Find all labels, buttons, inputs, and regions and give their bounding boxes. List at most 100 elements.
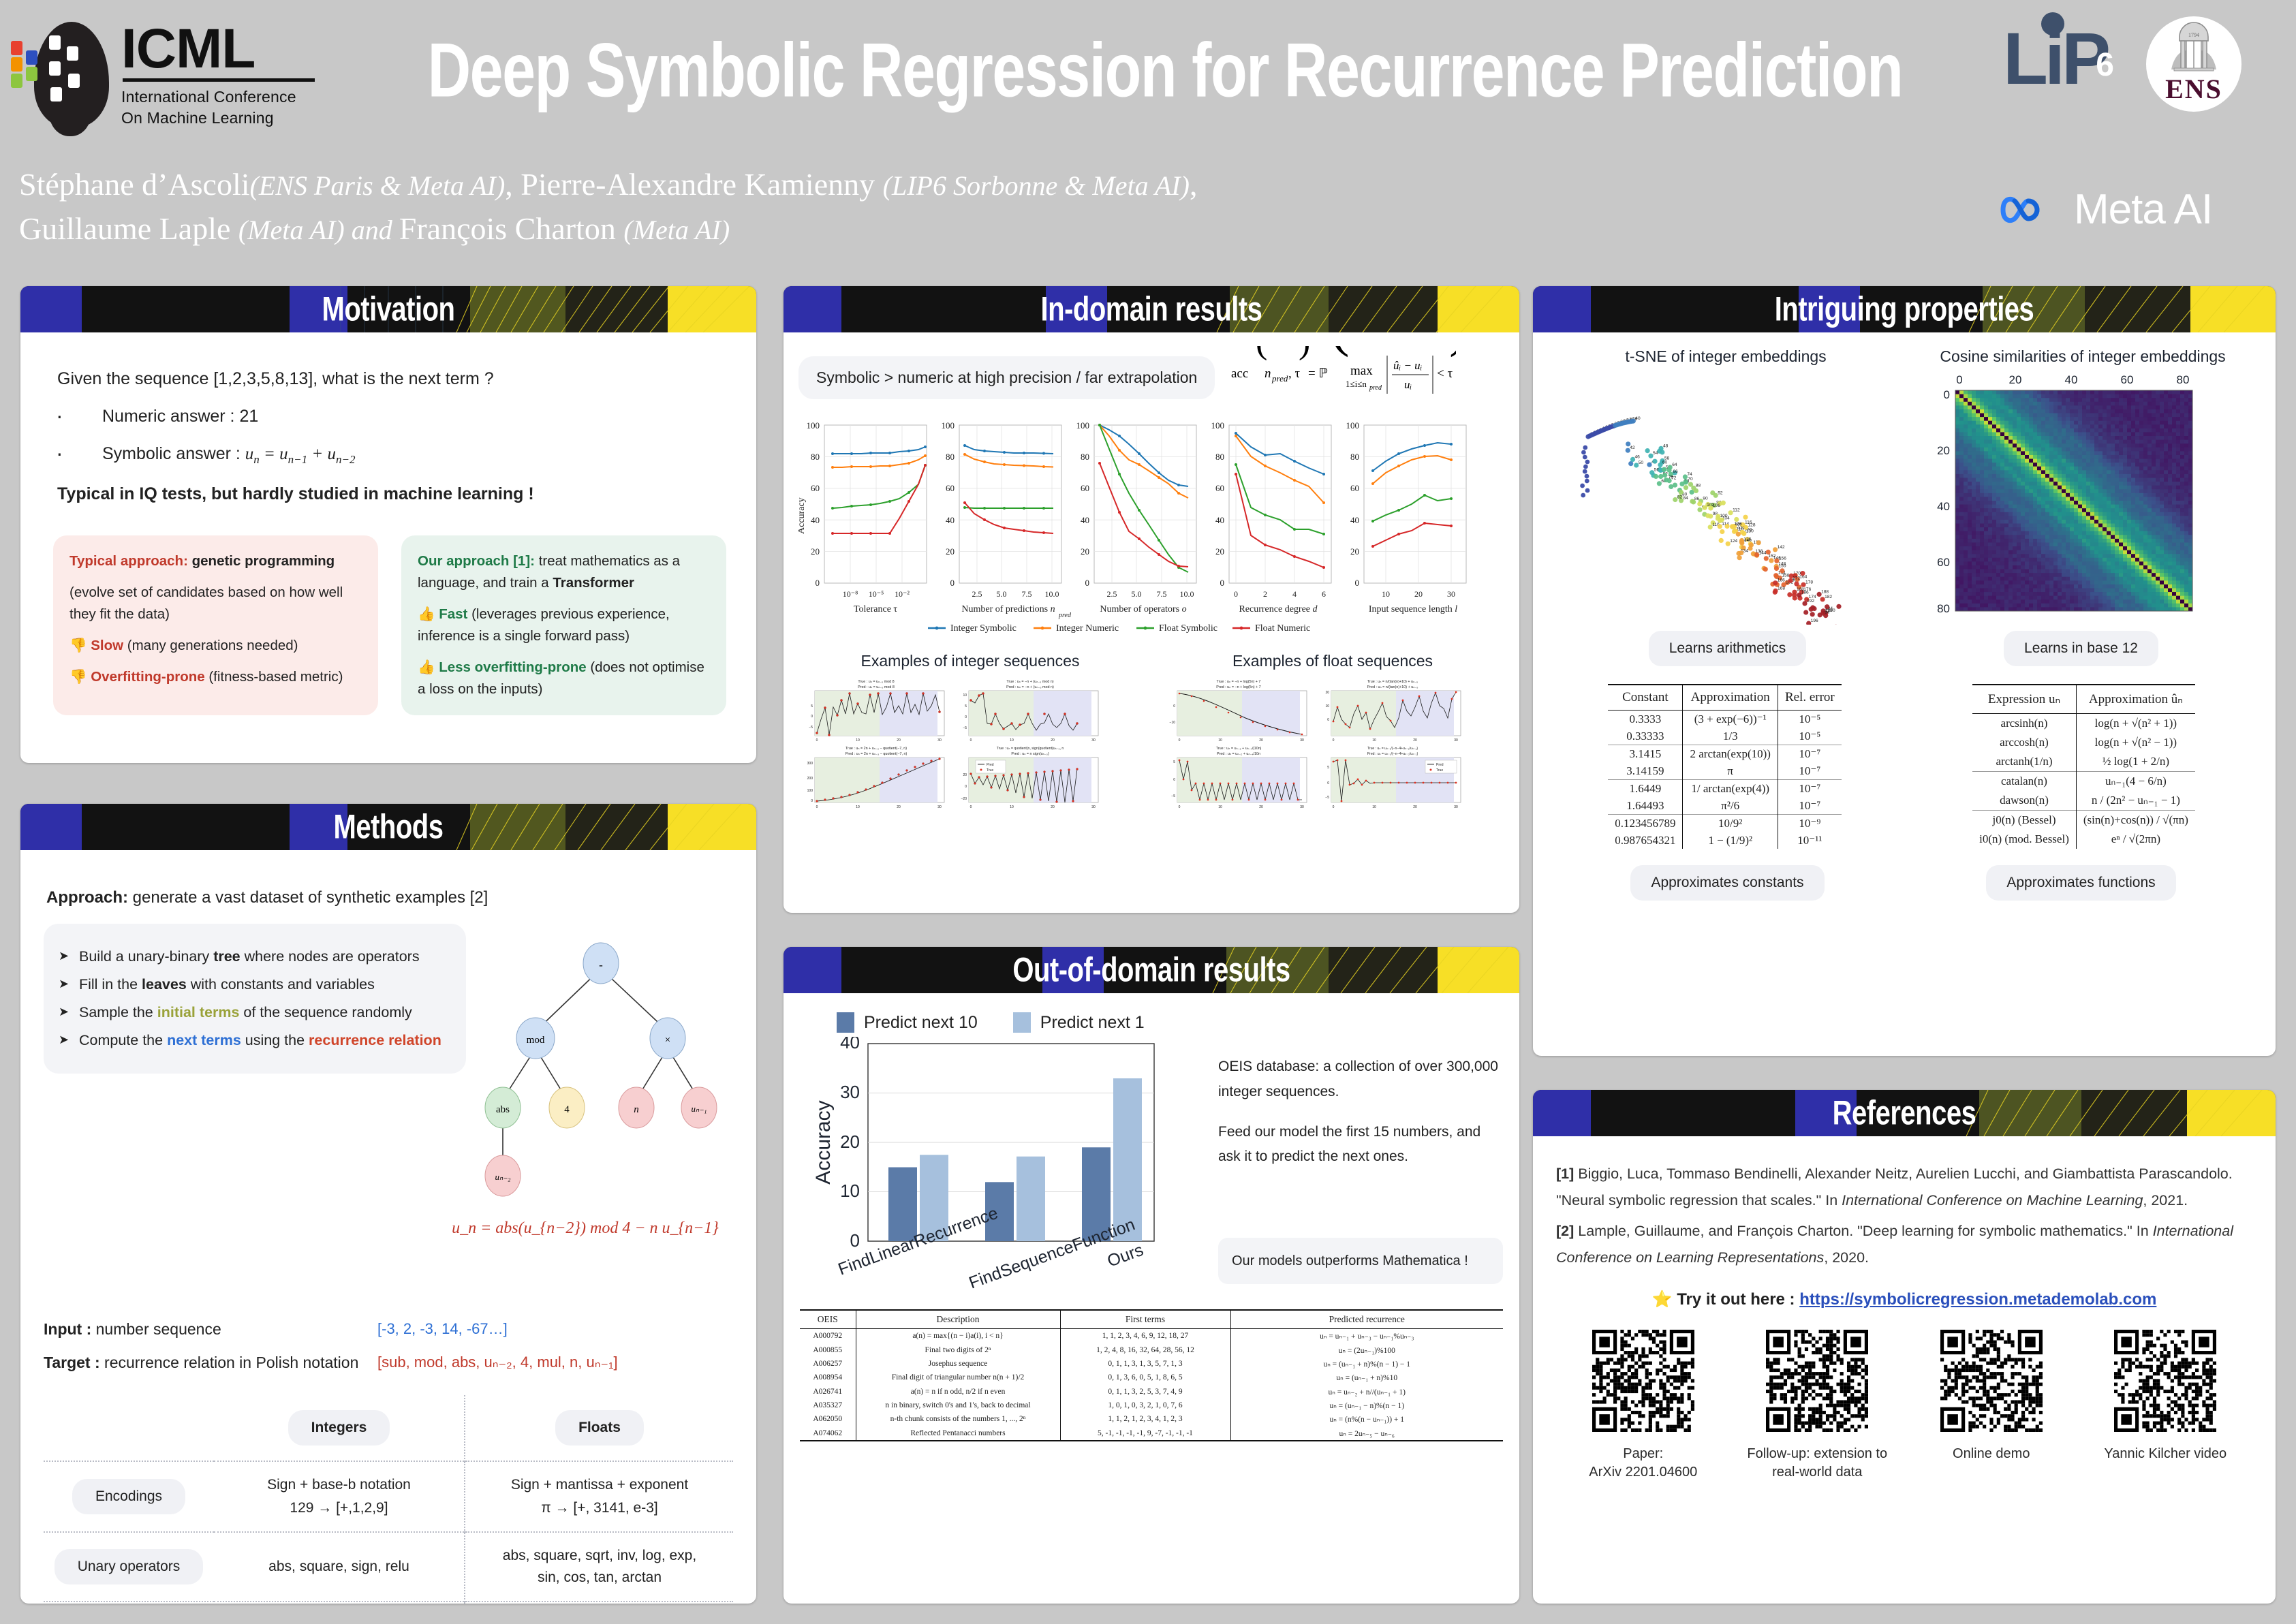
typical-body: (evolve set of candidates based on how w…: [69, 584, 343, 622]
svg-text:58: 58: [1664, 456, 1670, 460]
section-band-ood: Out-of-domain results: [784, 947, 1519, 993]
svg-text:158: 158: [1782, 573, 1789, 578]
svg-text:180: 180: [1797, 587, 1804, 592]
affil-2: (LIP6 Sorbonne & Meta AI): [882, 170, 1190, 201]
card-our-approach: Our approach [1]: treat mathematics as a…: [401, 535, 726, 715]
svg-text:n: n: [634, 1104, 639, 1115]
section-title-references: References: [1832, 1093, 1976, 1131]
cosine-title: Cosine similarities of integer embedding…: [1940, 347, 2226, 365]
band-texture: [1533, 286, 2276, 332]
svg-text:×: ×: [665, 1035, 670, 1046]
svg-text:Number of operators o: Number of operators o: [1100, 604, 1186, 614]
ytick-30: 30: [840, 1082, 860, 1102]
oeis-header-oeis: OEIS: [800, 1310, 856, 1329]
tag-approximates-constants: Approximates constants: [1630, 865, 1825, 901]
svg-text:20: 20: [811, 546, 820, 557]
table-row: 1.6449 1/ arctan(exp(4)) 10⁻⁷: [1608, 779, 1842, 797]
svg-text:−5: −5: [963, 726, 967, 730]
ref2-year: , 2020.: [1824, 1249, 1869, 1266]
svg-text:84: 84: [1684, 496, 1689, 501]
svg-text:0: 0: [1327, 781, 1329, 785]
svg-text:108: 108: [1735, 522, 1742, 527]
svg-text:30: 30: [937, 738, 942, 743]
svg-text:Integer Symbolic: Integer Symbolic: [950, 623, 1017, 634]
band-texture: [784, 286, 1519, 332]
svg-text:10: 10: [963, 693, 967, 698]
target-label: Target :: [44, 1354, 100, 1371]
svg-text:116: 116: [1745, 520, 1752, 525]
tag-approximates-functions: Approximates functions: [1986, 865, 2176, 901]
legend-predict-next-10: Predict next 10: [837, 1012, 978, 1033]
svg-text:10⁻²: 10⁻²: [895, 589, 910, 599]
svg-text:80: 80: [946, 452, 955, 462]
indomain-claim: Symbolic > numeric at high precision / f…: [798, 356, 1215, 399]
ours-pro1: Fast: [439, 606, 468, 622]
svg-text:0: 0: [965, 785, 967, 789]
svg-text:-: -: [599, 958, 603, 971]
svg-text:, τ: , τ: [1288, 366, 1301, 381]
svg-text:10.0: 10.0: [1180, 589, 1194, 599]
section-title-motivation: Motivation: [322, 290, 455, 328]
table-row: A035327 n in binary, switch 0's and 1's, …: [800, 1398, 1503, 1413]
svg-text:−5: −5: [809, 725, 813, 730]
table-row: j0(n) (Bessel) (sin(n)+cos(n)) / √(πn): [1972, 810, 2195, 830]
svg-text:112: 112: [1733, 508, 1740, 513]
tsne-title: t-SNE of integer embeddings: [1625, 347, 1827, 365]
demo-link[interactable]: https://symbolicregression.metademolab.c…: [1799, 1290, 2157, 1309]
section-title-methods: Methods: [333, 807, 444, 845]
int-ex1-pred: Pred : uₙ = uₙ₋₅ mod 8: [858, 685, 895, 689]
cosine-heatmap: 0 20 40 60 80 0 20 40 60 80: [1937, 373, 2193, 615]
svg-text:Accuracy: Accuracy: [798, 497, 807, 534]
svg-text:10: 10: [1382, 589, 1390, 599]
svg-text:20: 20: [1350, 546, 1359, 557]
target-value: [sub, mod, abs, uₙ₋₂, 4, mul, n, uₙ₋₁]: [377, 1354, 618, 1371]
svg-text:pred: pred: [1369, 384, 1382, 392]
svg-text:56: 56: [1654, 468, 1660, 473]
qr-cell-demo[interactable]: Online demo: [1913, 1329, 2070, 1463]
int-ex2-pred: Pred : uₙ = −n + (uₙ₋₅ mod n): [1006, 685, 1054, 689]
qr-caption-2a: Follow-up: extension to: [1747, 1446, 1888, 1461]
qr-cell-video[interactable]: Yannic Kilcher video: [2087, 1329, 2244, 1463]
legend-pred: Pred: [987, 763, 994, 767]
svg-text:148: 148: [1778, 561, 1786, 566]
svg-text:0: 0: [816, 738, 818, 743]
table-row: A006257 Josephus sequence 0, 1, 1, 3, 1, 3…: [800, 1356, 1503, 1371]
svg-text:Recurrence degree d: Recurrence degree d: [1239, 604, 1318, 614]
table-row: arccosh(n) log(n + √(n² − 1)): [1972, 733, 2195, 753]
svg-text:2.5: 2.5: [1107, 589, 1117, 599]
table-row: i0(n) (mod. Bessel) eⁿ / √(2πn): [1972, 830, 2195, 849]
svg-text:80: 80: [1081, 452, 1089, 462]
author-conj: and: [344, 215, 399, 246]
qr-cell-followup[interactable]: Follow-up: extension to real-world data: [1739, 1329, 1895, 1482]
qr-code-row: Paper: ArXiv 2201.04600 Follow-up: extens…: [1556, 1329, 2252, 1482]
panel-references: References [1] Biggio, Luca, Tommaso Ben…: [1533, 1090, 2276, 1604]
float-ex3-true: True : uₙ = uₙ₋₂ + uₙ₋₄/|10n|: [1216, 747, 1261, 751]
cos-ytick-80: 80: [1937, 602, 1950, 615]
ood-legend: Predict next 10 Predict next 1: [837, 1012, 1503, 1033]
cell-unary-float-l1: abs, square, sqrt, inv, log, exp,: [502, 1548, 697, 1563]
svg-text:10: 10: [856, 805, 860, 809]
svg-text:20: 20: [963, 773, 967, 777]
section-band-indomain: In-domain results: [784, 286, 1519, 332]
svg-text:10: 10: [1010, 738, 1014, 743]
table-row: 0.3333 (3 + exp(−6))⁻¹ 10⁻⁵: [1608, 710, 1842, 728]
ens-logo: 1794 ENS: [2146, 16, 2241, 112]
icml-subtitle-line2: On Machine Learning: [121, 109, 274, 127]
svg-text:164: 164: [1799, 575, 1807, 580]
svg-text:30: 30: [1300, 738, 1304, 743]
col-header-floats: Floats: [555, 1410, 644, 1446]
svg-text:198: 198: [1825, 608, 1833, 613]
col-header-integers: Integers: [288, 1410, 390, 1446]
int-ex3-true: True : uₙ = 2n + uₙ₋₃ − quotient(−7, n): [846, 747, 907, 751]
icml-subtitle-line1: International Conference: [121, 88, 296, 106]
cos-ytick-20: 20: [1937, 444, 1950, 457]
panel-indomain-results: In-domain results Symbolic > numeric at …: [784, 286, 1519, 913]
svg-text:5.0: 5.0: [1132, 589, 1142, 599]
ours-pro1-rest: (leverages previous experience, inferenc…: [418, 606, 670, 644]
svg-text:max: max: [1350, 364, 1373, 378]
float-ex4-true: True : uₙ = uₙ₋₁/(−n−4+uₙ₋₂/uₙ₋₁): [1367, 747, 1418, 751]
svg-text:−20: −20: [961, 797, 967, 801]
qr-cell-paper[interactable]: Paper: ArXiv 2201.04600: [1565, 1329, 1722, 1482]
int-ex2-true: True : uₙ = −n + (uₙ₋₅ mod n): [1006, 680, 1053, 684]
float-ex4-pred: Pred : uₙ = uₙ₋₁/(−n−4+uₙ₋₂/uₙ₋₁): [1367, 752, 1418, 756]
